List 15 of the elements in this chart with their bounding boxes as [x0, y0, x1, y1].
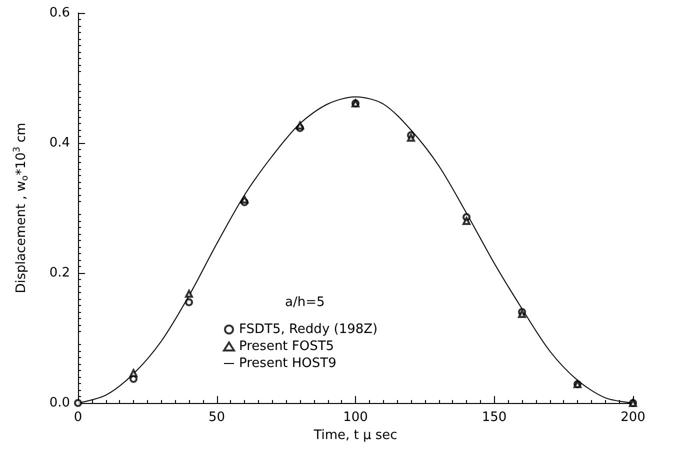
x-tick-label: 50: [208, 410, 226, 425]
y-tick-label: 0.4: [49, 136, 70, 150]
y-tick-label: 0.6: [49, 6, 70, 20]
legend-label: Present FOST5: [239, 339, 334, 354]
x-tick-label: 100: [343, 410, 368, 425]
x-tick-label: 150: [482, 410, 507, 425]
legend-label: FSDT5, Reddy (198Z): [239, 322, 378, 337]
y-tick-label: 0.2: [49, 266, 70, 280]
x-tick-label: 200: [620, 410, 646, 425]
y-axis-title: Displacement , wo*103 cm: [12, 122, 30, 294]
y-tick-label: 0.0: [49, 396, 70, 410]
legend-label: Present HOST9: [239, 356, 336, 371]
x-tick-label: 0: [74, 410, 82, 425]
legend-title: a/h=5: [285, 295, 325, 310]
x-axis-title: Time, t μ sec: [312, 428, 398, 443]
